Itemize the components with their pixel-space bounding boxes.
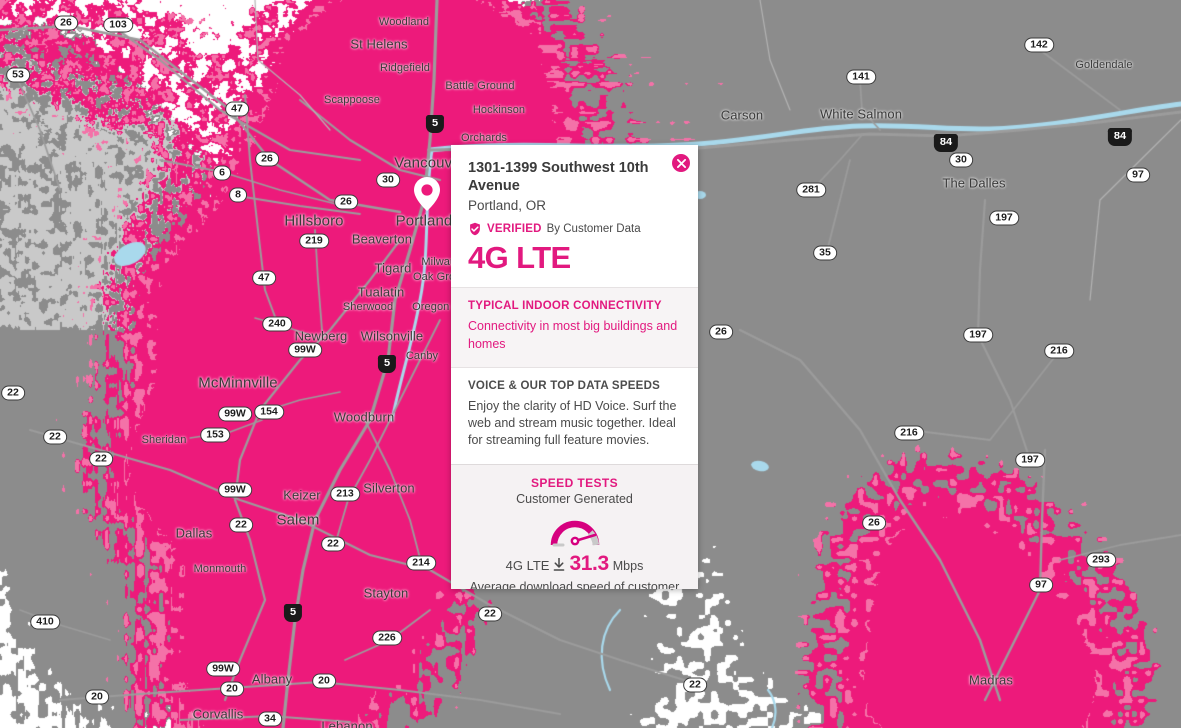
location-pin-marker[interactable] [414, 177, 440, 216]
speedometer-gauge-icon [465, 510, 684, 550]
highway-shield: 22 [683, 677, 707, 693]
speed-tests-title: SPEED TESTS [530, 475, 619, 490]
highway-shield: 197 [1015, 452, 1045, 468]
section-title: TYPICAL INDOOR CONNECTIVITY [468, 300, 662, 313]
highway-shield: 30 [376, 172, 400, 188]
highway-shield: 26 [334, 194, 358, 210]
highway-shield: 213 [330, 486, 360, 502]
highway-shield: 84 [933, 134, 959, 152]
highway-shield: 219 [299, 233, 329, 249]
highway-shield: 84 [1107, 128, 1133, 146]
highway-shield: 26 [54, 15, 78, 31]
highway-shield: 216 [1044, 343, 1074, 359]
highway-shield: 99W [218, 406, 252, 422]
download-arrow-icon [553, 556, 565, 572]
highway-shield: 22 [478, 606, 502, 622]
highway-shield: 99W [288, 342, 322, 358]
highway-shield: 99W [218, 482, 252, 498]
speed-value: 31.3 [569, 551, 609, 575]
section-body: Enjoy the clarity of HD Voice. Surf the … [468, 398, 677, 448]
speed-tests-subtitle: Customer Generated [516, 491, 633, 506]
verified-shield-icon [468, 222, 482, 236]
network-technology: 4G LTE [468, 239, 571, 275]
close-button[interactable] [672, 154, 690, 172]
section-title: VOICE & OUR TOP DATA SPEEDS [468, 379, 661, 392]
highway-shield: 99W [206, 661, 240, 677]
highway-shield: 141 [846, 69, 876, 85]
highway-shield: 5 [425, 115, 445, 133]
highway-shield: 410 [30, 614, 60, 630]
highway-shield: 293 [1086, 552, 1116, 568]
section-body: Connectivity in most big buildings and h… [468, 319, 678, 351]
highway-shield: 47 [225, 101, 249, 117]
section-speed-tests: SPEED TESTS Customer Generated 4G LTE [451, 463, 698, 589]
section-voice-data-speeds: VOICE & OUR TOP DATA SPEEDS Enjoy the cl… [451, 366, 698, 464]
highway-shield: 214 [406, 555, 436, 571]
highway-shield: 281 [796, 182, 826, 198]
close-icon [676, 158, 686, 168]
speed-network-type: 4G LTE [505, 557, 550, 573]
highway-shield: 216 [894, 425, 924, 441]
highway-shield: 53 [6, 67, 30, 83]
highway-shield: 22 [229, 517, 253, 533]
speed-unit: Mbps [612, 558, 644, 573]
highway-shield: 22 [43, 429, 67, 445]
highway-shield: 6 [213, 165, 231, 181]
highway-shield: 22 [1, 385, 25, 401]
highway-shield: 197 [989, 210, 1019, 226]
highway-shield: 26 [862, 515, 886, 531]
highway-shield: 240 [262, 316, 292, 332]
location-info-panel[interactable]: 1301-1399 Southwest 10th Avenue Portland… [451, 145, 698, 589]
highway-shield: 97 [1126, 167, 1150, 183]
section-indoor-connectivity: TYPICAL INDOOR CONNECTIVITY Connectivity… [451, 287, 698, 367]
highway-shield: 8 [229, 187, 247, 203]
verified-label: VERIFIED [487, 222, 542, 235]
highway-shield: 35 [813, 245, 837, 261]
panel-city-state: Portland, OR [468, 197, 547, 213]
highway-shield: 26 [255, 151, 279, 167]
speed-value-row: 4G LTE 31.3 Mbps [465, 552, 684, 576]
highway-shield: 226 [372, 630, 402, 646]
highway-shield: 5 [377, 355, 397, 373]
highway-shield: 26 [709, 324, 733, 340]
highway-shield: 22 [321, 536, 345, 552]
highway-shield: 30 [949, 152, 973, 168]
highway-shield: 34 [258, 711, 282, 727]
highway-shield: 20 [220, 681, 244, 697]
highway-shield: 5 [283, 604, 303, 622]
verified-source: By Customer Data [546, 222, 641, 235]
highway-shield: 142 [1024, 37, 1054, 53]
highway-shield: 103 [103, 17, 133, 33]
verified-row: VERIFIED By Customer Data [468, 222, 664, 236]
highway-shield: 20 [312, 673, 336, 689]
panel-address: 1301-1399 Southwest 10th Avenue [468, 160, 649, 195]
highway-shield: 20 [85, 689, 109, 705]
highway-shield: 22 [89, 451, 113, 467]
highway-shield: 47 [252, 270, 276, 286]
panel-header: 1301-1399 Southwest 10th Avenue Portland… [451, 145, 698, 288]
speed-note: Average download speed of customer tests… [469, 579, 680, 589]
highway-shield: 197 [963, 327, 993, 343]
highway-shield: 153 [200, 427, 230, 443]
highway-shield: 97 [1029, 577, 1053, 593]
highway-shield: 154 [254, 404, 284, 420]
